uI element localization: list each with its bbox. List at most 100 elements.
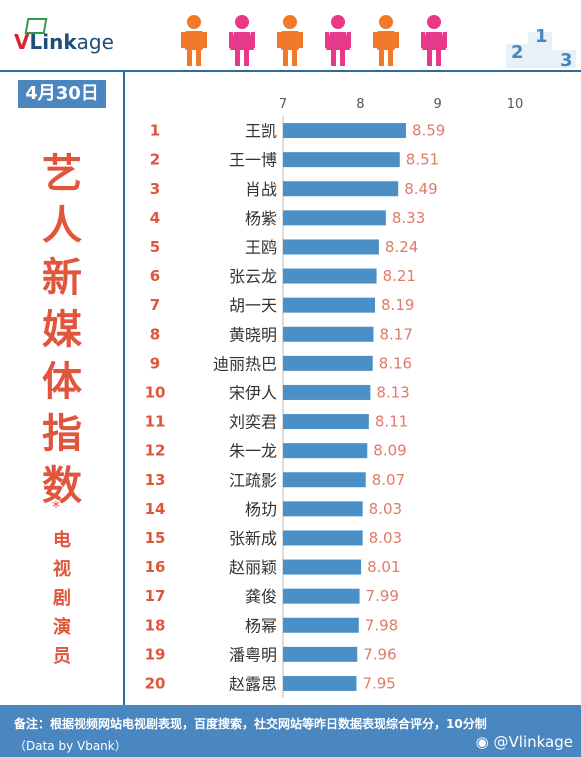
score-bar [283,181,399,197]
score-value-label: 8.16 [379,354,412,372]
score-value-label: 8.01 [367,558,400,576]
ranking-bar-chart: 7 8 9 10 1 王凯 8.59 2 王一博 8.51 3 肖战 8.49 4 杨紫 8.33 5 王鸥 8.2… [145,97,524,698]
actor-name: 宋伊人 [229,383,277,402]
title-char: 数 [42,463,82,509]
rank-number: 3 [150,180,160,198]
vertical-title: 艺 人 新 媒 体 指 数 [36,148,88,512]
podium-number-3: 3 [560,50,573,68]
score-bar [283,123,406,139]
score-value-label: 7.96 [363,645,396,663]
score-value-label: 8.03 [369,529,402,547]
actor-name: 张新成 [229,529,277,548]
title-char: 艺 [42,151,82,197]
score-bar [283,443,368,459]
vertical-subtitle: 电 视 剧 演 员 [48,526,76,671]
actor-name: 王一博 [229,151,277,170]
score-value-label: 8.24 [385,238,418,256]
actor-name: 赵丽颖 [229,558,277,577]
sidebar [0,72,125,705]
rank-number: 5 [150,238,160,256]
score-bar [283,414,369,430]
actor-name: 赵露思 [229,674,277,693]
male-figure-icon [181,15,207,66]
female-figure-icon [325,15,351,66]
podium-number-1: 1 [535,26,548,47]
score-bar [283,675,357,691]
score-bar [283,472,366,488]
score-bar [283,617,359,633]
score-bar [283,152,400,168]
score-value-label: 8.03 [369,500,402,518]
actor-name: 江疏影 [229,471,277,490]
score-value-label: 7.99 [366,587,399,605]
rank-number: 19 [145,645,166,663]
rank-number: 8 [150,325,160,343]
score-value-label: 8.13 [376,383,409,401]
header-divider [0,70,581,72]
score-value-label: 7.98 [365,616,398,634]
actor-name: 刘奕君 [229,413,277,432]
female-figure-icon [229,15,255,66]
actor-name: 王鸥 [245,238,277,257]
score-value-label: 8.19 [381,296,414,314]
title-char: 媒 [42,307,82,353]
weibo-handle-text: @Vlinkage [493,733,573,751]
rank-number: 6 [150,267,160,285]
score-bar [283,646,358,662]
asterisk: * [52,497,60,516]
score-bar [283,355,373,371]
score-bar [283,501,363,517]
x-tick-label: 10 [507,97,524,112]
subtitle-char: 员 [53,646,71,667]
score-bar [283,297,376,313]
footer-note: 备注：根据视频网站电视剧表现，百度搜索，社交网站等昨日数据表现综合评分，10分制 [14,717,487,731]
podium-icon: 2 1 3 [506,26,576,68]
score-value-label: 8.49 [404,180,437,198]
people-figures-icon [181,15,447,66]
score-value-label: 8.59 [412,122,445,140]
footer: 备注：根据视频网站电视剧表现，百度搜索，社交网站等昨日数据表现综合评分，10分制… [0,705,581,757]
actor-name: 杨紫 [245,209,277,228]
score-value-label: 8.33 [392,209,425,227]
actor-name: 龚俊 [245,587,277,606]
rank-number: 10 [145,383,166,401]
score-value-label: 8.51 [406,151,439,169]
actor-name: 肖战 [245,180,277,199]
weibo-icon: ◉ [475,733,494,751]
score-bar [283,530,363,546]
actor-name: 迪丽热巴 [213,354,277,373]
subtitle-char: 剧 [53,588,71,609]
score-bar [283,268,377,284]
score-bar [283,588,360,604]
actor-name: 张云龙 [229,267,277,286]
rank-number: 15 [145,529,166,547]
score-bar [283,559,362,575]
x-tick-label: 9 [434,97,442,112]
score-bar [283,239,379,255]
rank-number: 14 [145,500,166,518]
rank-number: 12 [145,442,166,460]
rank-number: 16 [145,558,166,576]
rank-number: 1 [150,122,160,140]
rank-number: 4 [150,209,160,227]
rank-number: 7 [150,296,160,314]
male-figure-icon [277,15,303,66]
score-value-label: 8.17 [379,325,412,343]
rank-number: 11 [145,413,166,431]
title-char: 人 [42,203,82,249]
subtitle-char: 演 [53,617,71,638]
rank-number: 13 [145,471,166,489]
weibo-handle: ◉ @Vlinkage [476,733,573,751]
actor-name: 杨玏 [245,500,277,519]
x-tick-label: 8 [356,97,364,112]
actor-name: 朱一龙 [229,442,277,461]
header: VLinkage 2 1 3 [0,0,581,72]
rank-number: 17 [145,587,166,605]
actor-name: 黄晓明 [229,325,277,344]
subtitle-char: 电 [53,530,71,551]
date-label: 4月30日 [18,80,106,108]
title-char: 体 [42,359,82,405]
score-value-label: 8.09 [373,442,406,460]
actor-name: 王凯 [245,122,277,141]
podium-number-2: 2 [511,42,524,63]
